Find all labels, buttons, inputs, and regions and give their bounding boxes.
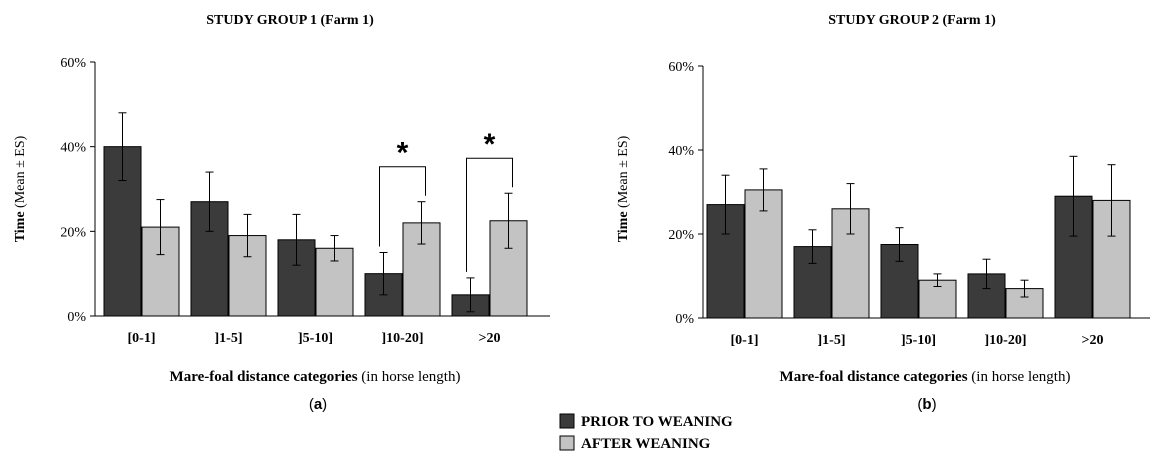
y-axis-label-bold: Time xyxy=(13,211,28,242)
x-tick-label: [0-1] xyxy=(731,333,759,348)
chart-title: STUDY GROUP 1 (Farm 1) xyxy=(206,13,374,28)
legend: PRIOR TO WEANING AFTER WEANING xyxy=(559,413,733,452)
panel-label: (a) xyxy=(309,396,327,413)
legend-label-after: AFTER WEANING xyxy=(581,436,711,452)
x-tick-label: ]10-20] xyxy=(985,333,1027,348)
x-axis-label: Mare-foal distance categories (in horse … xyxy=(780,369,1071,385)
x-tick-label: ]1-5] xyxy=(818,333,846,348)
chart-title: STUDY GROUP 2 (Farm 1) xyxy=(828,13,996,28)
significance-bracket xyxy=(466,157,513,272)
legend-swatch-after xyxy=(559,435,575,451)
panel-label-letter: a xyxy=(314,396,323,413)
x-tick-label: >20 xyxy=(1082,333,1104,348)
y-axis-label: Time (Mean ± ES) xyxy=(13,135,28,242)
x-tick-label: ]10-20] xyxy=(382,331,424,346)
x-axis-label-rest: (in horse length) xyxy=(971,369,1070,385)
y-axis-label-rest: (Mean ± ES) xyxy=(13,135,28,208)
x-axis-label: Mare-foal distance categories (in horse … xyxy=(170,369,461,385)
y-tick-label: 0% xyxy=(675,312,694,327)
x-tick-label: ]5-10] xyxy=(901,333,936,348)
x-axis-label-bold: Mare-foal distance categories xyxy=(780,369,968,385)
x-tick-label: >20 xyxy=(479,331,501,346)
y-tick-label: 20% xyxy=(668,228,694,243)
x-tick-label: ]1-5] xyxy=(215,331,243,346)
y-axis-label-rest: (Mean ± ES) xyxy=(616,135,631,208)
panel-label: (b) xyxy=(917,396,936,413)
x-tick-label: ]5-10] xyxy=(298,331,333,346)
y-tick-label: 40% xyxy=(668,144,694,159)
y-tick-label: 40% xyxy=(60,141,86,156)
y-tick-label: 60% xyxy=(60,56,86,71)
chart-panel-b: STUDY GROUP 2 (Farm 1) 0% 20% 40% 60% [0-1]… xyxy=(616,13,1150,413)
significance-star: * xyxy=(484,128,496,161)
y-axis-label: Time (Mean ± ES) xyxy=(616,135,631,242)
significance-bracket xyxy=(379,166,426,247)
significance-star: * xyxy=(397,137,409,170)
panel-label-letter: b xyxy=(922,396,931,413)
chart-panel-a: STUDY GROUP 1 (Farm 1) 0% 20% 40% 60% * * [0… xyxy=(13,13,550,413)
legend-swatch-prior xyxy=(559,413,575,429)
y-tick-label: 0% xyxy=(67,310,86,325)
x-tick-label: [0-1] xyxy=(128,331,156,346)
y-axis-label-bold: Time xyxy=(616,211,631,242)
x-axis-label-rest: (in horse length) xyxy=(361,369,460,385)
x-axis-label-bold: Mare-foal distance categories xyxy=(170,369,358,385)
legend-label-prior: PRIOR TO WEANING xyxy=(581,414,733,430)
y-tick-label: 60% xyxy=(668,60,694,75)
y-tick-label: 20% xyxy=(60,225,86,240)
